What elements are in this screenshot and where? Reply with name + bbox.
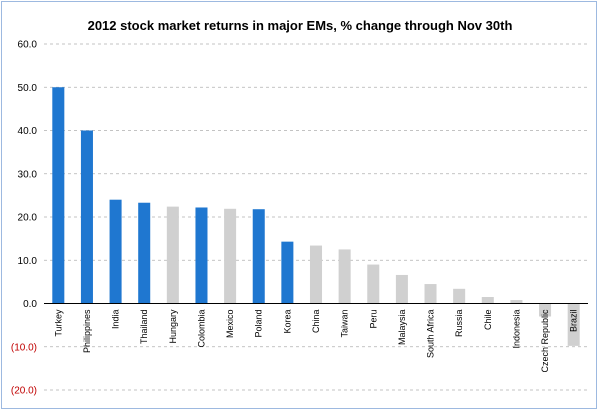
y-tick-label: 0.0: [23, 299, 37, 310]
x-tick-label: China: [311, 310, 321, 334]
y-tick-label: 10.0: [18, 256, 38, 267]
x-tick-label: Poland: [254, 310, 264, 338]
bar-czech-republic: [539, 303, 552, 317]
bar-india: [109, 199, 122, 304]
x-tick-label: Malaysia: [397, 310, 407, 346]
x-tick-label: Hungary: [168, 309, 178, 344]
x-tick-label: Peru: [368, 310, 378, 329]
bar-russia: [453, 288, 466, 304]
x-tick-label: Czech Republic: [540, 309, 550, 373]
y-tick-label: 40.0: [18, 126, 38, 137]
x-tick-label: Taiwan: [340, 310, 350, 338]
x-tick-label: Korea: [282, 310, 292, 334]
y-tick-label: 20.0: [18, 213, 38, 224]
bar-hungary: [166, 206, 179, 304]
x-tick-label: Turkey: [53, 309, 63, 337]
x-tick-label: Russia: [454, 310, 464, 338]
x-tick-label: Chile: [483, 310, 493, 331]
bar-philippines: [80, 130, 93, 304]
gridlines: [44, 43, 588, 391]
x-axis-labels: Turkey Philippines India Thailand Hungary Col…: [53, 309, 578, 373]
y-tick-label: 50.0: [18, 83, 38, 94]
x-tick-label: Mexico: [225, 310, 235, 339]
bar-mexico: [224, 208, 237, 304]
y-tick-label: 60.0: [18, 40, 38, 51]
x-tick-label: India: [111, 310, 121, 330]
chart-title: 2012 stock market returns in major EMs, …: [88, 18, 513, 33]
y-tick-label: (10.0): [11, 342, 37, 353]
y-tick-label: 30.0: [18, 169, 38, 180]
bar-brazil: [567, 303, 580, 346]
bar-south-africa: [424, 284, 437, 304]
bars: [52, 87, 580, 346]
bar-chile: [481, 297, 494, 304]
x-tick-label: Philippines: [82, 309, 92, 353]
x-tick-label: Colombia: [196, 310, 206, 348]
bar-poland: [252, 209, 265, 304]
y-axis-ticks: 60.0 50.0 40.0 30.0 20.0 10.0 0.0 (10.0) (20.0): [11, 40, 38, 397]
bar-korea: [281, 241, 294, 304]
x-tick-label: Brazil: [569, 310, 579, 333]
bar-turkey: [52, 87, 65, 304]
y-tick-label: (20.0): [11, 386, 37, 397]
bar-china: [309, 245, 323, 304]
bar-taiwan: [338, 249, 351, 304]
bar-colombia: [195, 207, 208, 304]
x-tick-label: Indonesia: [511, 310, 521, 349]
bar-indonesia: [510, 300, 523, 304]
bar-peru: [367, 264, 380, 304]
x-tick-label: South Africa: [426, 310, 436, 359]
bar-malaysia: [395, 274, 408, 304]
bar-thailand: [138, 202, 151, 304]
x-tick-label: Thailand: [139, 310, 149, 345]
